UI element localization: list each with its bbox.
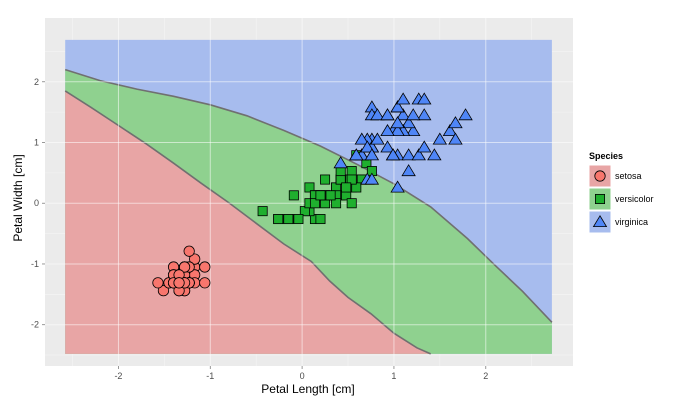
virginica-point bbox=[380, 140, 395, 153]
virginica-point bbox=[364, 148, 380, 161]
versicolor-point bbox=[346, 198, 357, 209]
virginica-point bbox=[370, 108, 385, 121]
versicolor-point bbox=[273, 214, 284, 225]
versicolor-point bbox=[315, 214, 326, 225]
y-tick-label: -2 bbox=[31, 320, 39, 330]
legend-item-setosa: setosa bbox=[588, 164, 642, 188]
virginica-point bbox=[417, 108, 432, 121]
versicolor-point bbox=[283, 214, 294, 225]
virginica-point bbox=[448, 116, 463, 129]
versicolor-point bbox=[288, 190, 299, 201]
virginica-point bbox=[406, 108, 421, 121]
legend-label-setosa: setosa bbox=[615, 171, 642, 181]
virginica-point bbox=[406, 123, 421, 137]
legend-marker-setosa bbox=[594, 170, 606, 182]
versicolor-point bbox=[304, 182, 315, 193]
virginica-point bbox=[349, 148, 364, 161]
versicolor-point bbox=[346, 166, 357, 177]
setosa-point bbox=[199, 261, 211, 273]
legend-marker-versicolor bbox=[595, 193, 606, 204]
virginica-point bbox=[390, 100, 405, 113]
virginica-point bbox=[395, 108, 411, 121]
legend-item-versicolor: versicolor bbox=[588, 187, 654, 211]
y-tick-label: 0 bbox=[34, 198, 39, 208]
legend-item-virginica: virginica bbox=[588, 210, 648, 234]
versicolor-point bbox=[320, 174, 331, 185]
virginica-point bbox=[401, 116, 416, 129]
versicolor-point bbox=[331, 198, 342, 209]
versicolor-point bbox=[257, 206, 268, 217]
x-axis-title: Petal Length [cm] bbox=[261, 382, 354, 396]
virginica-point bbox=[390, 116, 405, 129]
virginica-point bbox=[370, 132, 385, 145]
virginica-point bbox=[390, 123, 405, 137]
virginica-point bbox=[411, 148, 426, 161]
plot-area bbox=[45, 18, 573, 366]
versicolor-point bbox=[341, 182, 352, 193]
setosa-point bbox=[157, 285, 170, 297]
virginica-point bbox=[458, 108, 473, 121]
virginica-point bbox=[333, 156, 348, 169]
boundary-setosa-versicolor bbox=[64, 90, 432, 355]
versicolor-point bbox=[315, 190, 326, 201]
legend-title: Species bbox=[589, 151, 623, 161]
virginica-point bbox=[354, 132, 370, 145]
virginica-point bbox=[401, 148, 416, 161]
legend-marker-virginica bbox=[592, 215, 608, 228]
x-tick-label: -2 bbox=[114, 371, 122, 381]
versicolor-point bbox=[293, 214, 304, 225]
versicolor-point bbox=[325, 190, 336, 201]
virginica-point bbox=[380, 123, 395, 137]
x-tick-label: 2 bbox=[483, 371, 488, 381]
x-tick-label: 0 bbox=[300, 371, 305, 381]
virginica-point bbox=[380, 108, 395, 121]
setosa-point bbox=[152, 277, 164, 289]
series-virginica bbox=[333, 92, 473, 193]
virginica-point bbox=[401, 164, 416, 177]
x-tick-label: -1 bbox=[206, 371, 214, 381]
x-tick-label: 1 bbox=[391, 371, 396, 381]
legend: Species setosa versicolor virginica bbox=[588, 151, 654, 234]
virginica-point bbox=[442, 123, 458, 137]
setosa-point bbox=[189, 253, 201, 265]
setosa-point bbox=[183, 245, 195, 257]
series-setosa bbox=[152, 245, 211, 297]
versicolor-point bbox=[346, 174, 357, 185]
virginica-point bbox=[417, 140, 432, 153]
setosa-point bbox=[178, 261, 191, 273]
y-axis-title: Petal Width [cm] bbox=[11, 154, 25, 241]
legend-items: setosa versicolor virginica bbox=[588, 164, 654, 234]
virginica-point bbox=[385, 148, 401, 161]
setosa-point bbox=[173, 277, 185, 289]
virginica-point bbox=[417, 92, 432, 105]
versicolor-point bbox=[309, 198, 320, 209]
virginica-point bbox=[364, 172, 380, 185]
virginica-point bbox=[360, 140, 375, 153]
y-tick-label: 1 bbox=[34, 138, 39, 148]
y-tick-label: 2 bbox=[34, 77, 39, 87]
virginica-point bbox=[448, 132, 463, 145]
legend-label-versicolor: versicolor bbox=[615, 194, 654, 204]
virginica-point bbox=[390, 180, 405, 193]
virginica-point bbox=[427, 148, 442, 161]
axes: -2 -1 0 1 2 -2 -1 0 1 2 bbox=[31, 77, 488, 381]
legend-label-virginica: virginica bbox=[615, 217, 648, 227]
series-versicolor bbox=[257, 150, 377, 225]
setosa-point bbox=[199, 277, 211, 289]
virginica-point bbox=[432, 132, 448, 145]
virginica-point bbox=[395, 92, 411, 105]
y-tick-label: -1 bbox=[31, 259, 39, 269]
